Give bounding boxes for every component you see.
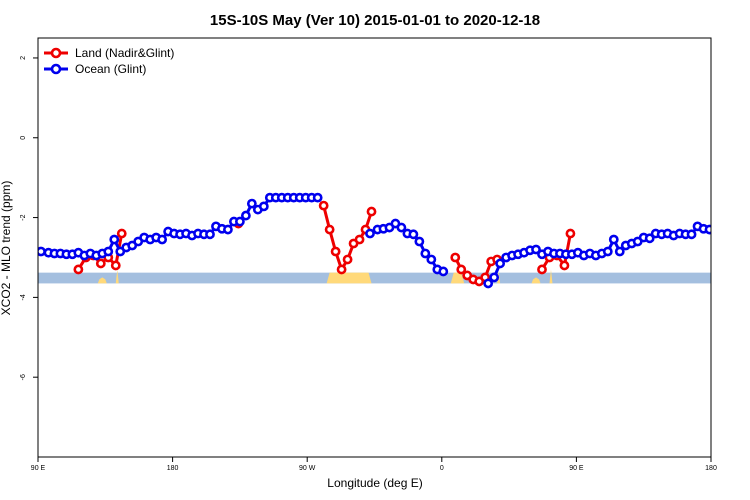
ocean-point xyxy=(365,228,375,239)
y-tick-label: 0 xyxy=(20,136,27,140)
ocean-point xyxy=(614,246,625,257)
x-axis-ticks: 90 E 180 90 W 0 90 E 180 xyxy=(31,457,717,472)
land-point xyxy=(318,200,329,211)
ocean-point xyxy=(408,229,419,240)
x-tick-label: 90 W xyxy=(299,465,316,472)
ocean-point xyxy=(223,224,233,235)
ocean-point xyxy=(489,272,500,283)
y-tick-label: -6 xyxy=(20,374,27,380)
legend-land-marker xyxy=(50,47,62,59)
land-point xyxy=(336,264,347,275)
ocean-point xyxy=(602,246,613,257)
ocean-point xyxy=(312,192,323,203)
land-point xyxy=(324,224,335,235)
ocean-point xyxy=(483,278,494,289)
land-fill-3 xyxy=(450,272,465,284)
land-point xyxy=(366,206,377,217)
land-point xyxy=(354,234,365,245)
ocean-point xyxy=(644,233,655,244)
land-point xyxy=(110,260,121,271)
y-axis-ticks: 2 0 -2 -4 -6 xyxy=(20,56,38,380)
ocean-point xyxy=(258,201,269,212)
x-tick-label: 90 E xyxy=(31,465,46,472)
ocean-point xyxy=(426,254,437,265)
ocean-point xyxy=(396,222,407,233)
land-point xyxy=(330,246,341,257)
chart-title: 15S-10S May (Ver 10) 2015-01-01 to 2020-… xyxy=(210,12,540,29)
legend-land-label: Land (Nadir&Glint) xyxy=(75,46,174,60)
land-point xyxy=(565,228,576,239)
x-tick-label: 90 E xyxy=(569,465,584,472)
land-point xyxy=(450,252,461,263)
legend-ocean-label: Ocean (Glint) xyxy=(75,62,146,76)
ocean-band xyxy=(38,272,711,284)
y-axis-label: XCO2 - MLO trend (ppm) xyxy=(0,181,13,316)
x-tick-label: 0 xyxy=(440,465,444,472)
land-point xyxy=(116,228,127,239)
land-fill-7 xyxy=(549,269,553,284)
land-point xyxy=(559,260,570,271)
x-tick-label: 180 xyxy=(705,465,717,472)
ocean-point xyxy=(686,229,697,240)
x-tick-label: 180 xyxy=(167,465,179,472)
ocean-point xyxy=(109,234,120,245)
ocean-point xyxy=(240,210,251,221)
ocean-point xyxy=(205,229,215,240)
ocean-point xyxy=(531,244,541,255)
land-point xyxy=(95,258,106,269)
legend: Land (Nadir&Glint) Ocean (Glint) xyxy=(44,46,174,76)
ocean-point xyxy=(495,258,506,269)
plot-area xyxy=(37,37,712,458)
ocean-point xyxy=(438,266,449,277)
ocean-point xyxy=(420,248,431,259)
ocean-point xyxy=(608,234,619,245)
ocean-point xyxy=(103,246,114,257)
ocean-point xyxy=(246,198,257,209)
land-point xyxy=(342,254,353,265)
plot-frame xyxy=(37,37,712,458)
y-tick-label: 2 xyxy=(20,56,27,60)
ocean-point xyxy=(234,216,245,227)
ocean-point xyxy=(414,236,425,247)
land-fill-0 xyxy=(97,277,107,284)
ocean-line-0 xyxy=(40,196,318,257)
x-axis-label: Longitude (deg E) xyxy=(327,476,422,490)
ocean-point xyxy=(157,234,168,245)
land-fill-6 xyxy=(531,277,541,284)
ocean-point xyxy=(704,224,711,235)
land-point xyxy=(537,264,547,275)
land-fill-2 xyxy=(326,272,372,284)
legend-ocean-marker xyxy=(50,63,62,75)
land-point xyxy=(456,264,467,275)
y-tick-label: -2 xyxy=(20,214,27,220)
land-point xyxy=(73,264,84,275)
y-tick-label: -4 xyxy=(20,294,27,300)
land-fill-1 xyxy=(115,269,119,284)
plot-inner xyxy=(38,192,711,289)
